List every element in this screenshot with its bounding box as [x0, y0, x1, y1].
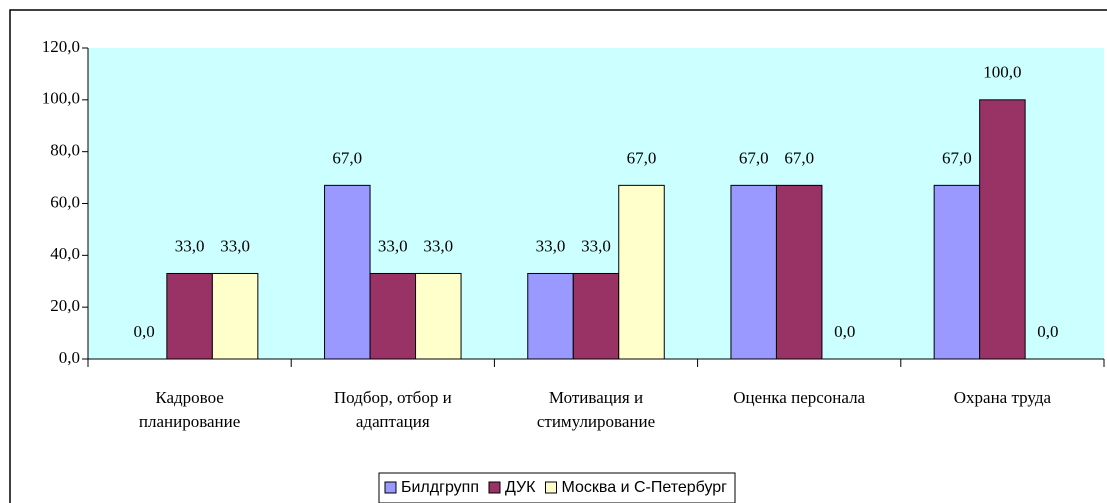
x-tick-label: Подбор, отбор и адаптация: [334, 388, 452, 431]
y-tick-label: 0,0: [59, 348, 80, 367]
legend-label: ДУК: [505, 479, 536, 496]
value-label: 33,0: [220, 236, 250, 255]
x-tick-label: Охрана труда: [954, 388, 1052, 407]
legend: Билдгрупп ДУК Москва и С-Петербург: [378, 472, 736, 503]
legend-box: [378, 472, 736, 503]
y-tick-label: 100,0: [42, 89, 80, 108]
bar: [527, 272, 574, 360]
bar: [324, 184, 371, 360]
value-label: 67,0: [942, 148, 972, 167]
bar: [730, 184, 777, 360]
value-label: 33,0: [536, 236, 566, 255]
y-tick-label: 80,0: [50, 141, 80, 160]
value-label: 100,0: [983, 63, 1021, 82]
value-label: 33,0: [581, 236, 611, 255]
legend-label: Билдгрупп: [401, 479, 479, 496]
value-label: 0,0: [133, 322, 154, 341]
value-label: 67,0: [627, 148, 657, 167]
bar: [415, 272, 462, 360]
bar: [775, 184, 823, 360]
bar: [979, 99, 1026, 360]
y-tick-label: 60,0: [50, 192, 80, 211]
bar: [369, 272, 417, 360]
value-label: 33,0: [378, 236, 408, 255]
value-label: 33,0: [423, 236, 453, 255]
legend-swatch: [384, 481, 397, 494]
value-label: 67,0: [332, 148, 362, 167]
legend-label: Москва и С-Петербург: [561, 479, 727, 496]
x-tick-label: Мотивация и стимулирование: [537, 388, 655, 431]
y-tick-label: 20,0: [50, 296, 80, 315]
y-tick-label: 40,0: [50, 244, 80, 263]
y-tick-label: 120,0: [42, 37, 80, 56]
bar: [618, 184, 665, 360]
value-label: 33,0: [175, 236, 205, 255]
value-label: 67,0: [784, 148, 814, 167]
legend-swatch: [544, 481, 557, 494]
x-tick-label: Оценка персонала: [733, 388, 865, 407]
value-label: 0,0: [834, 322, 855, 341]
value-label: 0,0: [1037, 322, 1058, 341]
bar: [572, 272, 620, 360]
legend-swatch: [488, 481, 501, 494]
value-label: 67,0: [739, 148, 769, 167]
bar: [166, 272, 213, 360]
bar: [211, 272, 259, 360]
x-tick-label: Кадровое планирование: [139, 388, 240, 431]
bar: [933, 184, 981, 360]
